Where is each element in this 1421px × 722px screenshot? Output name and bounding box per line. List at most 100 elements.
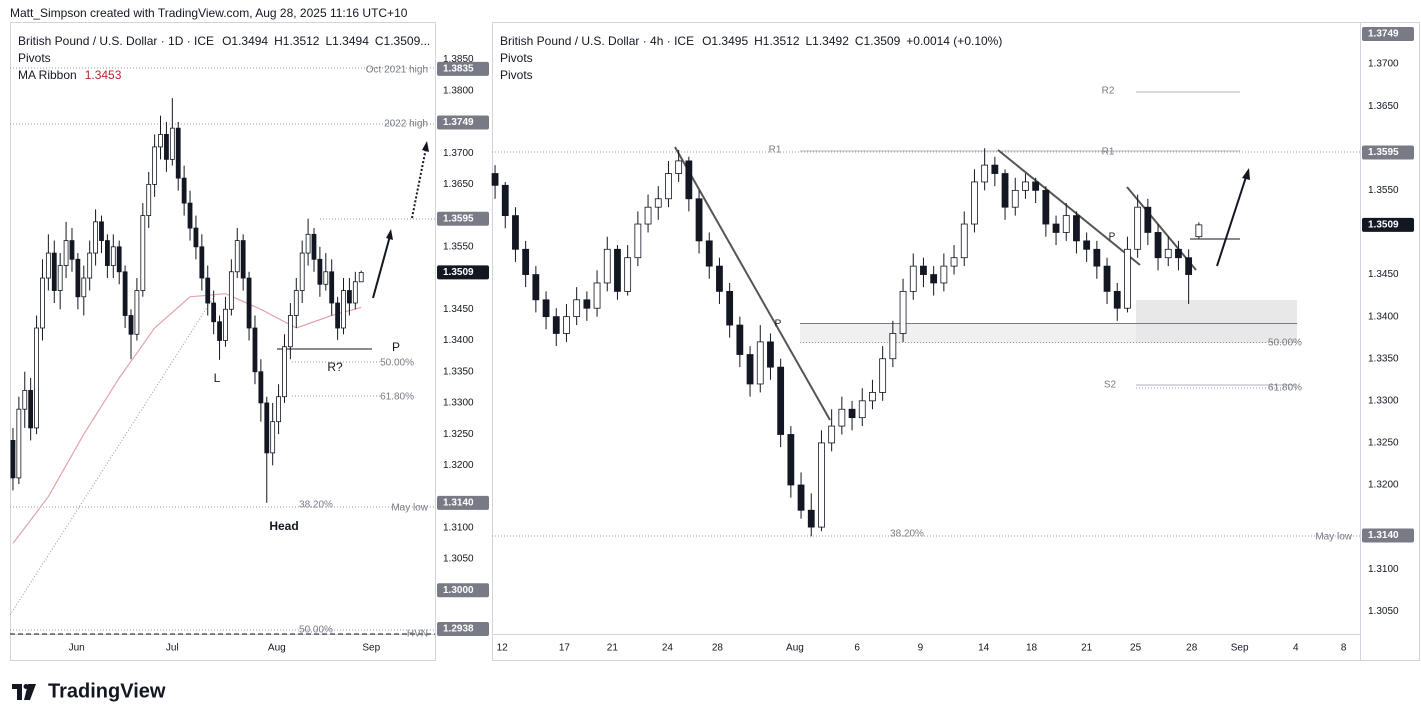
- candle-body: [16, 408, 22, 479]
- annotation: 61.80%: [380, 392, 414, 403]
- candle-body: [329, 271, 335, 304]
- candle-body: [1175, 248, 1182, 259]
- candle-body: [685, 160, 693, 200]
- candle-body: [51, 252, 57, 291]
- price-label-text: 1.3000: [443, 585, 474, 596]
- left-drawings: Oct 2021 high 2022 high May low 50.00% 6…: [9, 65, 435, 640]
- legend-high: H1.3512: [754, 34, 800, 48]
- price-label: [437, 115, 489, 130]
- y-tick-label: 1.3850: [443, 54, 474, 65]
- price-label: [437, 495, 489, 510]
- candle-body: [797, 484, 805, 511]
- indicator-value: 1.3453: [85, 68, 122, 82]
- price-label-text: 1.3835: [443, 63, 474, 74]
- price-label-text: 1.2938: [443, 624, 474, 635]
- y-tick-label: 1.3550: [443, 241, 474, 252]
- x-tick-label: 8: [1341, 643, 1347, 654]
- current-price-label: [437, 265, 489, 280]
- legend-open: O1.3494: [222, 34, 268, 48]
- candle-body: [34, 327, 39, 429]
- candle-body: [522, 248, 530, 275]
- y-tick-label: 1.3550: [1368, 185, 1399, 196]
- candle-body: [563, 316, 570, 334]
- candle-body: [293, 290, 299, 316]
- candle-body: [22, 390, 28, 410]
- indicator-line: MA Ribbon 1.3453: [18, 68, 122, 82]
- candle-body: [705, 240, 713, 267]
- candle-body: [152, 146, 158, 185]
- logo-text: TradingView: [48, 680, 166, 702]
- price-label-text: 1.3595: [1368, 147, 1399, 158]
- candle-body: [69, 240, 75, 260]
- candle-body: [211, 302, 217, 323]
- ma-line: [12, 293, 362, 544]
- candle-body: [81, 277, 87, 298]
- y-tick-label: 1.3650: [1368, 101, 1399, 112]
- candle-body: [175, 127, 181, 179]
- header-text: Matt_Simpson created with TradingView.co…: [10, 6, 408, 20]
- candle-body: [818, 442, 825, 528]
- candle-body: [879, 358, 887, 393]
- current-price-label-text: 1.3509: [443, 267, 474, 278]
- price-label-text: 1.3140: [443, 497, 474, 508]
- candle-body: [110, 246, 116, 266]
- candle-body: [1185, 257, 1193, 275]
- annotation: R1: [1102, 147, 1115, 158]
- candle-body: [146, 183, 152, 216]
- candle-body: [252, 327, 258, 373]
- annotation: 50.00%: [299, 625, 333, 636]
- candle-body: [828, 425, 836, 444]
- price-label: [437, 61, 489, 76]
- x-tick-label: 21: [607, 643, 619, 654]
- x-tick-label: 25: [1130, 643, 1142, 654]
- candle-body: [971, 181, 978, 225]
- candle-body: [311, 233, 317, 260]
- candle-body: [164, 134, 169, 160]
- x-tick-label: 12: [497, 643, 509, 654]
- annotation: P: [1109, 232, 1116, 243]
- annotation: 2022 high: [384, 119, 428, 130]
- y-tick-label: 1.3100: [1368, 564, 1399, 575]
- candle-body: [501, 184, 509, 217]
- annotation: 38.20%: [299, 500, 333, 511]
- logo-icon: [12, 684, 36, 700]
- price-label: [437, 583, 489, 598]
- candle-body: [960, 223, 968, 259]
- arrow-head: [386, 229, 393, 240]
- price-label: [437, 211, 489, 226]
- price-label: [437, 622, 489, 637]
- x-tick-label: 4: [1293, 643, 1299, 654]
- y-tick-label: 1.3400: [443, 335, 474, 346]
- candle-body: [552, 316, 560, 334]
- candle-body: [654, 198, 662, 208]
- annotation: R1: [769, 145, 782, 156]
- y-tick-label: 1.3700: [1368, 59, 1399, 70]
- candle-body: [777, 366, 785, 435]
- candle-body: [199, 246, 205, 279]
- candle-body: [858, 400, 866, 419]
- x-tick-label: 24: [662, 643, 674, 654]
- annotation: May low: [391, 503, 428, 514]
- arrow: [1216, 176, 1247, 267]
- annotation: 61.80%: [1268, 383, 1302, 394]
- support-zone: [1136, 300, 1297, 343]
- candle-body: [10, 440, 16, 479]
- candle-body: [940, 265, 948, 284]
- annotation: P: [775, 319, 782, 330]
- arrow-head: [1242, 168, 1250, 180]
- candle-body: [358, 272, 364, 283]
- y-tick-label: 1.3450: [443, 304, 474, 315]
- legend-change: +0.0014 (+0.10%): [906, 34, 1002, 48]
- annotation: R?: [327, 360, 343, 374]
- candle-body: [116, 246, 122, 273]
- candle-body: [624, 257, 632, 292]
- annotation: 50.00%: [1268, 338, 1302, 349]
- legend-low: L1.3494: [325, 34, 369, 48]
- x-tick-label: Aug: [786, 643, 804, 654]
- trend-line: [674, 146, 831, 421]
- y-tick-label: 1.3200: [443, 460, 474, 471]
- candle-body: [512, 215, 519, 250]
- candle-body: [869, 391, 876, 402]
- candle-body: [246, 277, 252, 329]
- right-drawings: R1 R1 R2 P P S2 50.00% 61.80% 38.20% May…: [492, 86, 1360, 543]
